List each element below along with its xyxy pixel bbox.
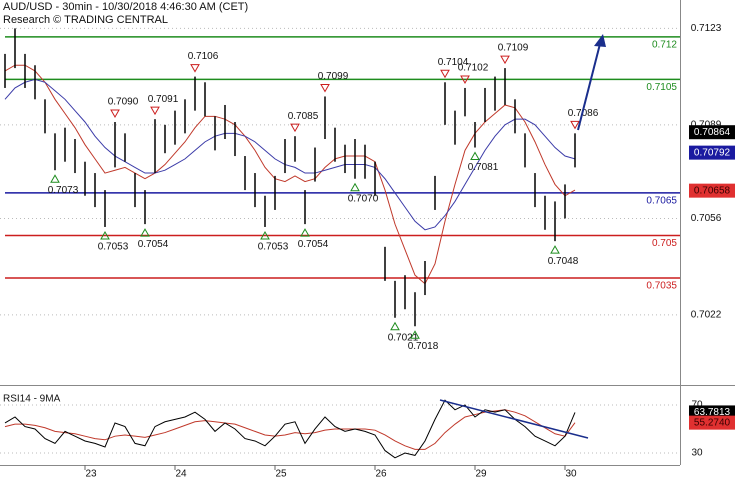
peak-label: 0.7090: [108, 97, 139, 108]
peak-label: 0.7099: [318, 71, 349, 82]
trough-marker: [100, 230, 110, 240]
x-tick-label: 23: [85, 469, 97, 480]
trough-marker: [260, 230, 270, 240]
trough-label: 0.7054: [298, 239, 329, 250]
chart-title: AUD/USD - 30min - 10/30/2018 4:46:30 AM …: [3, 1, 248, 13]
trough-label: 0.7053: [258, 242, 289, 253]
y-tick-label: 0.7123: [691, 23, 722, 34]
moving-average: [4, 64, 576, 285]
rsi-ma-tag: [689, 415, 735, 430]
trough-marker: [550, 245, 560, 254]
y-tick-label: 0.7056: [691, 213, 722, 224]
trough-marker: [300, 228, 310, 237]
rsi-trend-line: [439, 399, 589, 439]
level-label: 0.7035: [646, 281, 677, 292]
peak-marker: [460, 75, 470, 84]
peak-marker: [440, 69, 450, 79]
y-tick-label: 70: [691, 400, 703, 411]
level-label: 0.712: [652, 40, 677, 51]
forecast-arrow-head: [594, 34, 606, 47]
rsi-ma-tag-label: 55.2740: [694, 417, 731, 428]
trough-marker: [410, 330, 420, 339]
x-tick-label: 29: [475, 469, 487, 480]
trough-marker: [350, 182, 360, 192]
peak-label: 0.7106: [188, 51, 219, 62]
x-tick-label: 24: [175, 469, 187, 480]
peak-marker: [290, 123, 300, 133]
forecast-arrow: [577, 39, 602, 131]
price-tag: [689, 183, 735, 198]
x-tick-label: 30: [565, 469, 577, 480]
peak-label: 0.7091: [148, 94, 179, 105]
price-tag: [689, 145, 735, 160]
trough-label: 0.7054: [138, 239, 169, 250]
peak-marker: [110, 109, 120, 119]
y-tick-label: 30: [691, 448, 703, 459]
moving-average: [4, 78, 576, 231]
peak-label: 0.7109: [498, 43, 529, 54]
trough-label: 0.7070: [348, 193, 379, 204]
peak-label: 0.7102: [458, 63, 489, 74]
trough-marker: [390, 321, 400, 331]
level-label: 0.7065: [646, 196, 677, 207]
trough-marker: [470, 151, 480, 161]
price-tag: [689, 125, 735, 140]
rsi-line: [4, 399, 576, 459]
peak-marker: [190, 64, 200, 73]
peak-marker: [500, 55, 510, 65]
peak-label: 0.7104: [438, 57, 469, 68]
trough-label: 0.7073: [48, 185, 79, 196]
peak-marker: [570, 120, 580, 130]
rsi-title: RSI14 - 9MA: [3, 394, 61, 405]
trough-marker: [50, 174, 60, 183]
price-tag-label: 0.70864: [694, 127, 731, 138]
chart-subtitle: Research © TRADING CENTRAL: [3, 14, 168, 26]
x-tick-label: 26: [375, 469, 387, 480]
peak-marker: [150, 106, 160, 116]
level-label: 0.7105: [646, 82, 677, 93]
price-tag-label: 0.70658: [694, 185, 731, 196]
trough-marker: [140, 228, 150, 237]
plot: 0.7123 0.7089 0.7056 0.7022 0.712 0.7105 0.706…: [0, 23, 735, 480]
y-tick-label: 0.7089: [691, 119, 722, 130]
price-tag-label: 0.70792: [694, 147, 731, 158]
rsi-tag-label: 63.7813: [694, 407, 731, 418]
trough-label: 0.7021: [388, 332, 419, 343]
y-tick-label: 0.7022: [691, 310, 722, 321]
peak-marker: [320, 83, 330, 93]
trough-label: 0.7018: [408, 341, 439, 352]
trough-label: 0.7053: [98, 242, 129, 253]
trough-label: 0.7048: [548, 256, 579, 267]
x-tick-label: 25: [275, 469, 287, 480]
peak-label: 0.7085: [288, 111, 319, 122]
trough-label: 0.7081: [468, 162, 499, 173]
level-label: 0.705: [652, 238, 677, 249]
